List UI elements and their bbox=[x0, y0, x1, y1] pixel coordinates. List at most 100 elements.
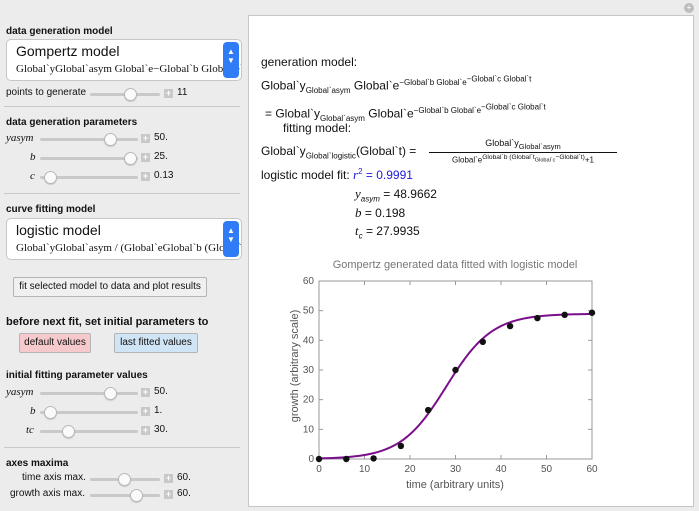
reset-plus-icon[interactable]: + bbox=[684, 3, 694, 13]
init-yasym-track[interactable] bbox=[40, 392, 138, 395]
gen-model-expr-eq: = Global`yGlobal`asym Global`e−Global`b … bbox=[265, 102, 546, 124]
axes-maxima-title: axes maxima bbox=[6, 458, 69, 469]
time-axis-row: time axis max. + 60. bbox=[0, 472, 244, 486]
points-label: points to generate bbox=[6, 87, 87, 98]
gen-b-value: 25. bbox=[154, 151, 168, 162]
y-tick-label: 60 bbox=[303, 276, 315, 287]
fit-label: logistic model fit: bbox=[261, 168, 350, 182]
data-point bbox=[561, 311, 568, 319]
gen-yasym-row: yasym + 50. bbox=[0, 132, 244, 146]
growth-axis-label: growth axis max. bbox=[10, 488, 86, 499]
curve-fitting-model-popup[interactable]: logistic model Global`yGlobal`asym / (Gl… bbox=[6, 218, 242, 260]
growth-axis-value: 60. bbox=[177, 488, 191, 499]
gen-c-row: c + 0.13 bbox=[0, 170, 244, 184]
init-yasym-plus-icon[interactable]: + bbox=[141, 387, 150, 397]
x-tick-label: 60 bbox=[586, 464, 598, 475]
initial-params-heading: before next fit, set initial parameters … bbox=[6, 316, 209, 328]
init-yasym-row: yasym + 50. bbox=[0, 386, 244, 400]
gen-c-label: c bbox=[30, 170, 35, 182]
curve-fitting-title: curve fitting model bbox=[6, 204, 96, 215]
yasym-fit-value: = 48.9662 bbox=[383, 187, 437, 201]
last-fitted-values-button[interactable]: last fitted values bbox=[114, 333, 198, 353]
gen-c-plus-icon[interactable]: + bbox=[141, 171, 150, 181]
init-b-value: 1. bbox=[154, 405, 163, 416]
init-tc-row: tc + 30. bbox=[0, 424, 244, 438]
y-tick-label: 10 bbox=[303, 424, 315, 435]
growth-axis-row: growth axis max. + 60. bbox=[0, 488, 244, 502]
points-plus-icon[interactable]: + bbox=[164, 88, 173, 98]
points-slider-knob[interactable] bbox=[124, 88, 137, 101]
gen-model-expr: Global`yGlobal`asym Global`e−Global`b Gl… bbox=[261, 74, 532, 96]
init-b-plus-icon[interactable]: + bbox=[141, 406, 150, 416]
chevron-updown-icon[interactable]: ▲ ▼ bbox=[223, 42, 239, 78]
gen-yasym-knob[interactable] bbox=[104, 133, 117, 146]
tc-fit-value: = 27.9935 bbox=[365, 224, 420, 238]
growth-chart: Gompertz generated data fitted with logi… bbox=[289, 259, 598, 491]
yasym-fit-line: yasym = 48.9662 bbox=[355, 186, 437, 204]
y-axis-label: growth (arbitrary scale) bbox=[289, 310, 301, 422]
y-tick-label: 0 bbox=[308, 454, 314, 465]
init-tc-track[interactable] bbox=[40, 430, 138, 433]
data-point bbox=[315, 455, 323, 463]
default-values-button[interactable]: default values bbox=[19, 333, 91, 353]
gen-b-row: b + 25. bbox=[0, 151, 244, 165]
fit-curve bbox=[318, 312, 593, 460]
fit-model-numerator: Global`yGlobal`asym bbox=[429, 138, 617, 153]
gen-c-track[interactable] bbox=[40, 176, 138, 179]
data-point bbox=[534, 314, 541, 322]
data-generation-model-popup[interactable]: Gompertz model Global`yGlobal`asym Globa… bbox=[6, 39, 242, 81]
gen-model-label: generation model: bbox=[261, 55, 358, 69]
x-tick-label: 10 bbox=[359, 464, 371, 475]
popup-model-expression: Global`yGlobal`asym / (Global`eGlobal`b … bbox=[16, 242, 242, 254]
gen-b-plus-icon[interactable]: + bbox=[141, 152, 150, 162]
init-yasym-label: yasym bbox=[6, 386, 34, 398]
init-tc-knob[interactable] bbox=[62, 425, 75, 438]
growth-axis-plus-icon[interactable]: + bbox=[164, 489, 173, 499]
points-value: 11 bbox=[177, 87, 188, 98]
initial-fitting-title: initial fitting parameter values bbox=[6, 370, 148, 381]
x-tick-label: 40 bbox=[495, 464, 507, 475]
time-axis-plus-icon[interactable]: + bbox=[164, 473, 173, 483]
data-point bbox=[452, 366, 459, 374]
fitting-model-label: fitting model: bbox=[283, 121, 352, 135]
fit-model-denominator: Global`eGlobal`b (Global`tGlobal`c−Globa… bbox=[452, 154, 594, 165]
gen-params-title: data generation parameters bbox=[6, 117, 138, 128]
output-panel: generation model: Global`yGlobal`asym Gl… bbox=[248, 15, 694, 507]
init-b-row: b + 1. bbox=[0, 405, 244, 419]
divider bbox=[4, 193, 240, 194]
time-axis-knob[interactable] bbox=[118, 473, 131, 486]
gen-b-track[interactable] bbox=[40, 157, 138, 160]
init-b-knob[interactable] bbox=[44, 406, 57, 419]
init-b-track[interactable] bbox=[40, 411, 138, 414]
gen-yasym-value: 50. bbox=[154, 132, 168, 143]
growth-axis-track[interactable] bbox=[90, 494, 160, 497]
gen-yasym-plus-icon[interactable]: + bbox=[141, 133, 150, 143]
init-tc-plus-icon[interactable]: + bbox=[141, 425, 150, 435]
fit-model-button[interactable]: fit selected model to data and plot resu… bbox=[13, 277, 207, 297]
gen-b-knob[interactable] bbox=[124, 152, 137, 165]
gen-c-knob[interactable] bbox=[44, 171, 57, 184]
gen-yasym-track[interactable] bbox=[40, 138, 138, 141]
x-tick-label: 20 bbox=[404, 464, 416, 475]
init-yasym-value: 50. bbox=[154, 386, 168, 397]
data-point bbox=[370, 455, 377, 462]
gen-c-value: 0.13 bbox=[154, 170, 174, 181]
control-panel: data generation model Gompertz model Glo… bbox=[0, 0, 244, 511]
growth-axis-knob[interactable] bbox=[130, 489, 143, 502]
popup-model-expression: Global`yGlobal`asym Global`e−Global`b Gl… bbox=[16, 63, 242, 75]
chevron-updown-icon[interactable]: ▲ ▼ bbox=[223, 221, 239, 257]
data-point bbox=[425, 406, 432, 414]
init-yasym-knob[interactable] bbox=[104, 387, 117, 400]
b-fit-line: b = 0.198 bbox=[355, 205, 406, 220]
init-tc-value: 30. bbox=[154, 424, 168, 435]
data-point bbox=[588, 309, 596, 316]
r2-value: = 0.9991 bbox=[365, 168, 413, 182]
y-tick-label: 50 bbox=[303, 306, 315, 317]
data-point bbox=[397, 442, 405, 450]
data-point bbox=[343, 455, 350, 463]
data-point bbox=[506, 322, 514, 330]
data-point bbox=[479, 338, 486, 346]
y-tick-label: 30 bbox=[303, 365, 315, 376]
logistic-fit-label: logistic model fit: r2 = 0.9991 bbox=[261, 167, 413, 182]
popup-selected-value: logistic model bbox=[16, 222, 101, 238]
